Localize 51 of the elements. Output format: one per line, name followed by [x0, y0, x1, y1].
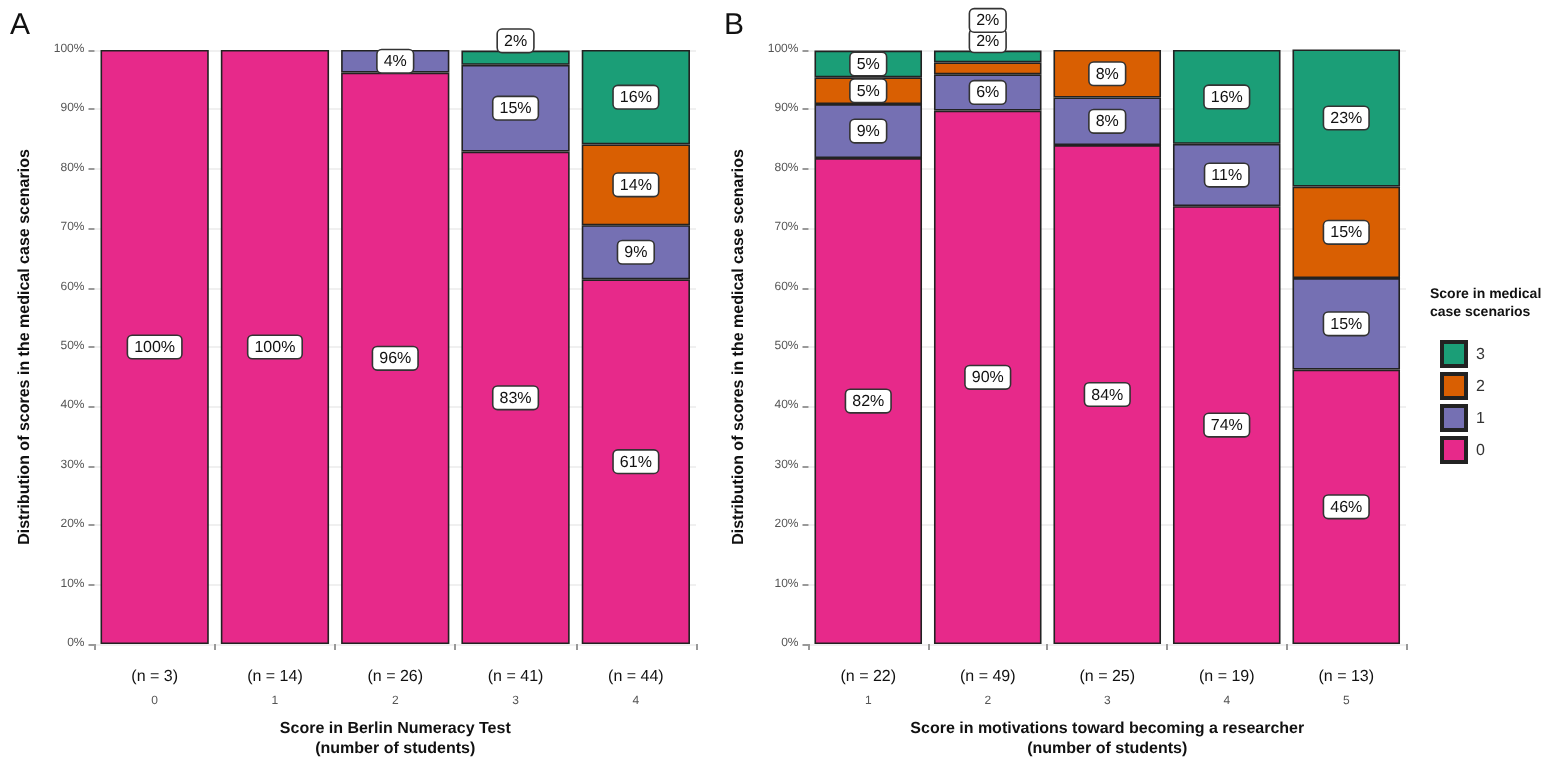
data-label: 8% — [1095, 112, 1119, 131]
legend-label: 2 — [1476, 377, 1486, 395]
text: (n = 41) — [487, 667, 545, 685]
data-label: 5% — [856, 54, 880, 73]
data-label: 46% — [1330, 497, 1363, 516]
chart-title: B — [724, 8, 745, 42]
text: (n = 19) — [1198, 667, 1256, 685]
text: (n = 49) — [959, 667, 1017, 685]
data-label: 4% — [383, 52, 407, 71]
data-label: 8% — [1095, 64, 1119, 83]
text: (n = 13) — [1318, 667, 1375, 685]
text: (n = 26) — [367, 667, 424, 685]
y-axis-title: Distribution of scores in the medical case scenarios — [729, 148, 747, 545]
text: (n = 22) — [840, 667, 897, 685]
data-label: 82% — [852, 392, 885, 411]
data-label: 9% — [856, 122, 880, 141]
legend-label: 3 — [1476, 345, 1486, 363]
data-label: 100% — [134, 338, 176, 356]
legend-label: 0 — [1476, 441, 1486, 459]
text: (n = 44) — [608, 667, 665, 685]
x-axis-title: Score in Berlin Numeracy Test (number of students) — [279, 719, 512, 757]
data-label: 23% — [1330, 109, 1363, 128]
data-label: 14% — [619, 175, 652, 194]
data-label: 61% — [619, 452, 652, 471]
data-label: 83% — [499, 388, 532, 407]
bar — [100, 50, 209, 644]
text: (n = 3) — [131, 667, 179, 685]
text: (n = 25) — [1079, 667, 1136, 685]
x-axis-title: Score in motivations toward becoming a researcher (number of students) — [910, 719, 1305, 757]
chart-title: A — [10, 8, 31, 42]
data-label: 2% — [976, 11, 1000, 30]
data-label: 90% — [971, 368, 1004, 387]
data-label: 16% — [619, 88, 652, 107]
data-label: 6% — [976, 83, 1000, 102]
data-label: 15% — [499, 99, 532, 118]
data-label: 5% — [856, 81, 880, 100]
data-label: 74% — [1210, 416, 1243, 435]
legend-label: 1 — [1476, 409, 1486, 427]
y-axis-title: Distribution of scores in the medical case scenarios — [15, 148, 33, 545]
data-label: 11% — [1211, 166, 1243, 185]
data-label: 9% — [624, 243, 648, 262]
bar — [220, 50, 330, 644]
data-label: 2% — [503, 31, 528, 50]
data-label: 15% — [1330, 314, 1363, 333]
data-label: 16% — [1210, 87, 1243, 106]
data-label: 84% — [1091, 385, 1124, 404]
data-label: 96% — [379, 349, 412, 368]
text: (n = 14) — [247, 667, 304, 685]
data-label: 2% — [976, 31, 1000, 50]
data-label: 100% — [254, 338, 296, 356]
data-label: 15% — [1330, 223, 1363, 242]
